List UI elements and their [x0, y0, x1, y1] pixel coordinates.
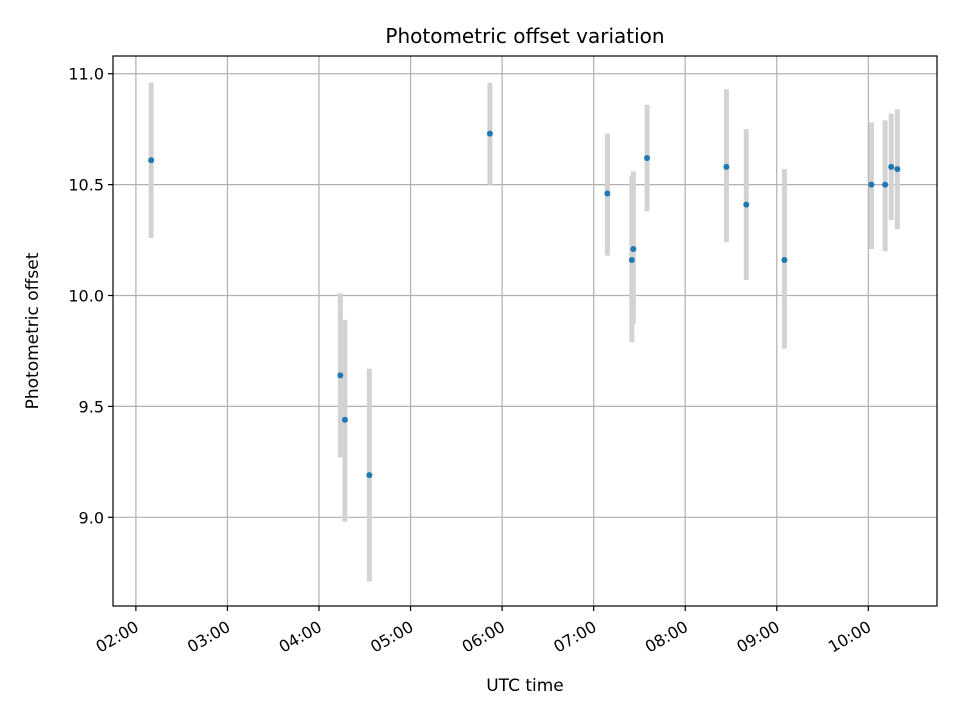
- data-point: [868, 181, 875, 188]
- data-point: [644, 155, 651, 162]
- data-point: [743, 201, 750, 208]
- y-tick-label: 9.0: [79, 508, 104, 527]
- data-point: [781, 257, 788, 264]
- data-point: [604, 190, 611, 197]
- y-tick-label: 10.5: [68, 176, 104, 195]
- x-axis-title: UTC time: [486, 676, 564, 696]
- data-point: [148, 157, 155, 164]
- data-point: [341, 416, 348, 423]
- grid-layer: [113, 56, 937, 606]
- y-tick-label: 10.0: [68, 287, 104, 306]
- y-tick-label: 9.5: [79, 397, 104, 416]
- data-point: [366, 472, 373, 479]
- data-point: [486, 130, 493, 137]
- data-point: [723, 163, 730, 170]
- data-point: [628, 257, 635, 264]
- chart-title: Photometric offset variation: [385, 24, 664, 48]
- data-point: [882, 181, 889, 188]
- y-axis-title: Photometric offset: [23, 252, 43, 409]
- plot-frame: [112, 55, 938, 607]
- point-layer: [148, 130, 901, 479]
- data-point: [894, 166, 901, 173]
- y-tick-label: 11.0: [68, 65, 104, 84]
- data-point: [630, 245, 637, 252]
- data-point: [888, 163, 895, 170]
- data-point: [337, 372, 344, 379]
